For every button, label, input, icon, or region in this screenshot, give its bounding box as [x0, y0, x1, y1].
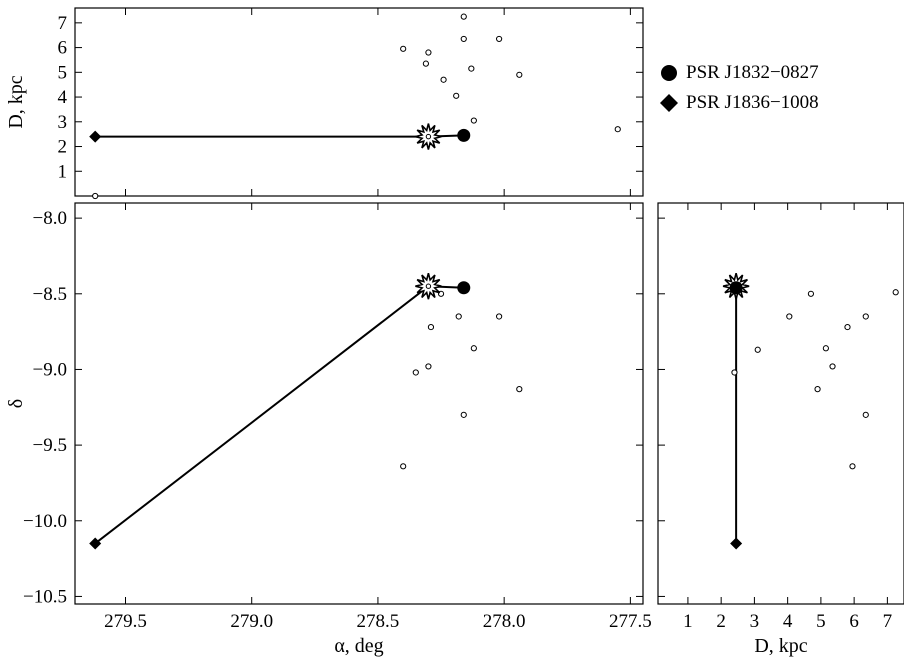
- data-point: [814, 386, 821, 393]
- data-point: [427, 323, 435, 331]
- data-point: [849, 463, 856, 470]
- legend-label-j1836: PSR J1836−1008: [686, 92, 819, 113]
- y-axis-label: D, kpc: [5, 75, 27, 128]
- data-point: [422, 60, 429, 67]
- y-tick-label: 1: [58, 161, 68, 182]
- diamond-marker-icon: [660, 94, 678, 112]
- data-point: [516, 386, 523, 393]
- data-point: [516, 71, 523, 78]
- x-tick-label: 2: [716, 611, 726, 632]
- data-point: [807, 290, 815, 297]
- pulsar-track-line: [94, 285, 430, 545]
- legend-item-j1832: PSR J1832−0827: [658, 58, 819, 88]
- x-tick-label: 5: [816, 611, 826, 632]
- panel-frame: [74, 202, 644, 605]
- panel-top: 1 2 3 4 5 6 7 D, kpc: [5, 7, 644, 200]
- data-point: [731, 369, 738, 376]
- data-point: [844, 323, 851, 331]
- data-point: [468, 65, 475, 72]
- panel-frame: [74, 7, 644, 197]
- data-point: [460, 411, 467, 418]
- data-point: [460, 13, 467, 20]
- y-tick-label: −10.5: [23, 586, 67, 607]
- data-point: [412, 369, 419, 376]
- pulsar-j1836-marker: [89, 537, 102, 550]
- y-axis-label: δ: [5, 399, 27, 408]
- data-point: [440, 76, 447, 83]
- y-tick-label: 3: [58, 112, 68, 133]
- x-tick-label: 277.5: [609, 611, 652, 632]
- data-point: [822, 345, 829, 352]
- y-tick-label: 7: [58, 13, 68, 34]
- pulsar-j1832-marker: [729, 281, 743, 295]
- data-point: [754, 346, 761, 353]
- data-point: [400, 463, 407, 470]
- star-center: [425, 283, 432, 289]
- y-tick-label: 5: [58, 62, 68, 83]
- x-axis-label: α, deg: [334, 635, 383, 657]
- data-point: [786, 313, 793, 320]
- y-tick-label: −9.0: [33, 359, 67, 380]
- panel-right: 1 2 3 4 5 6 7 D, kpc: [657, 202, 904, 657]
- x-tick-label: 4: [783, 611, 793, 632]
- data-point: [400, 45, 407, 52]
- y-tick-label: −8.5: [33, 284, 67, 305]
- x-tick-label: 278.5: [357, 611, 400, 632]
- circle-marker-icon: [661, 65, 677, 81]
- pulsar-j1836-marker: [89, 130, 102, 143]
- y-tick-label: 6: [58, 38, 68, 59]
- x-tick-label: 3: [750, 611, 760, 632]
- panel-frame: [657, 202, 904, 605]
- x-tick-label: 6: [849, 611, 859, 632]
- x-tick-label: 1: [683, 611, 693, 632]
- data-point: [425, 363, 432, 370]
- data-point: [460, 35, 467, 43]
- y-tick-label: −8.0: [33, 208, 67, 229]
- y-tick-label: −10.0: [23, 511, 67, 532]
- data-point: [425, 49, 432, 56]
- data-point: [92, 192, 99, 200]
- y-tick-label: −9.5: [33, 435, 67, 456]
- pulsar-j1832-marker: [457, 128, 471, 142]
- x-tick-label: 279.0: [230, 611, 273, 632]
- data-point: [470, 117, 477, 124]
- star-center: [425, 133, 432, 140]
- legend-item-j1836: PSR J1836−1008: [658, 88, 819, 118]
- pulsar-j1836-marker: [730, 537, 743, 550]
- data-point: [496, 35, 503, 43]
- data-point: [829, 363, 836, 370]
- legend: PSR J1832−0827 PSR J1836−1008: [658, 58, 819, 118]
- legend-label-j1832: PSR J1832−0827: [686, 62, 819, 83]
- data-point: [892, 289, 899, 296]
- data-point: [455, 313, 462, 320]
- x-axis-label: D, kpc: [754, 635, 807, 657]
- pulsar-j1832-marker: [457, 281, 471, 295]
- x-tick-label: 7: [883, 611, 893, 632]
- data-point: [614, 126, 621, 133]
- y-tick-label: 4: [58, 87, 68, 108]
- data-point: [862, 313, 869, 320]
- x-tick-label: 279.5: [104, 611, 147, 632]
- y-tick-label: 2: [58, 137, 68, 158]
- data-point: [453, 92, 460, 99]
- panel-main: −8.0 −8.5 −9.0 −9.5 −10.0 −10.5 279.5 279.0 278.…: [5, 202, 652, 657]
- data-point: [470, 345, 477, 352]
- x-tick-label: 278.0: [483, 611, 526, 632]
- data-point: [862, 411, 869, 418]
- data-point: [496, 313, 503, 320]
